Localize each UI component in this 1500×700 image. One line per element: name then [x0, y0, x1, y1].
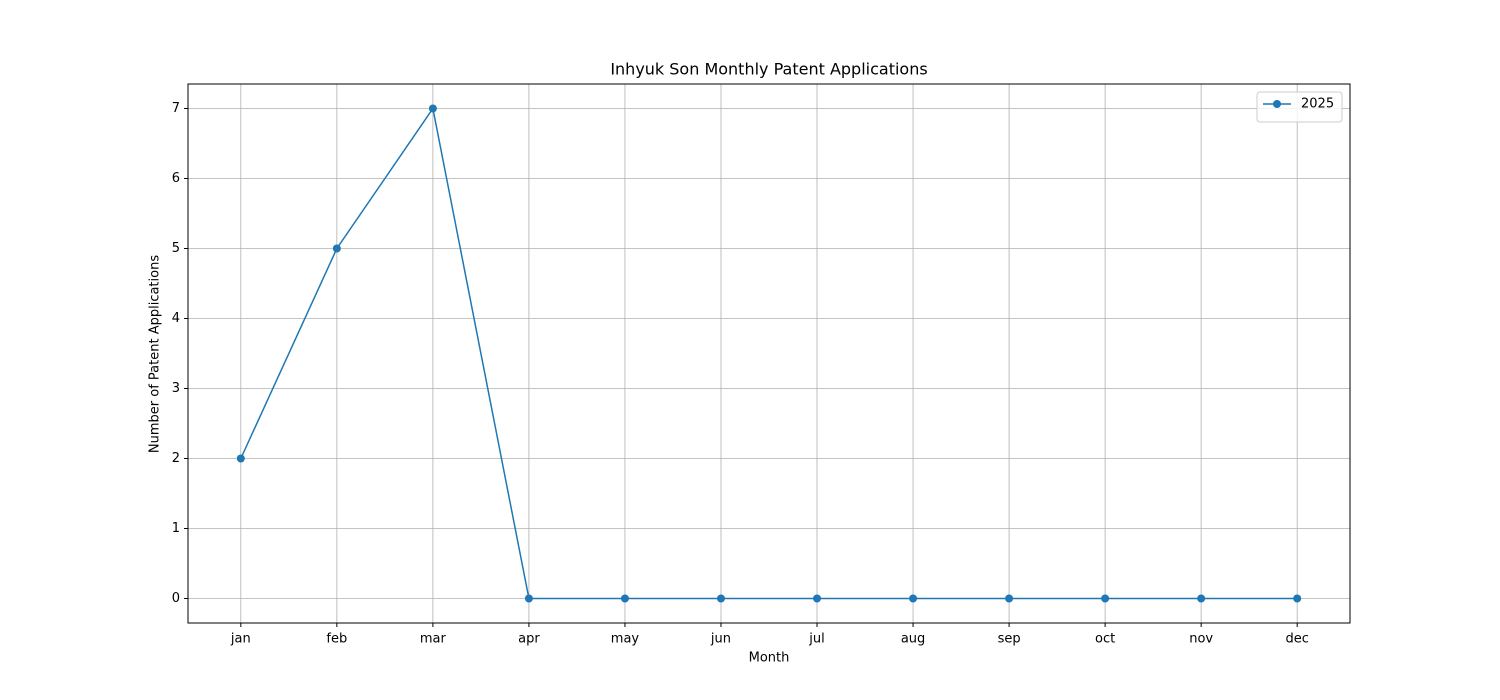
x-tick-label: jun: [710, 632, 731, 647]
x-tick-label: nov: [1189, 632, 1213, 647]
x-tick-label: jan: [230, 632, 251, 647]
x-tick-label: jul: [808, 632, 824, 647]
data-point: [621, 595, 629, 603]
x-tick-label: feb: [326, 632, 347, 647]
y-tick-label: 1: [172, 521, 180, 536]
x-tick-label: dec: [1285, 632, 1308, 647]
x-tick-label: aug: [901, 632, 925, 647]
y-tick-label: 4: [172, 311, 180, 326]
data-point: [717, 595, 725, 603]
y-tick-label: 2: [172, 451, 180, 466]
data-point: [1197, 595, 1205, 603]
data-point: [1101, 595, 1109, 603]
y-tick-label: 7: [172, 101, 180, 116]
data-point: [1005, 595, 1013, 603]
y-tick-label: 0: [172, 591, 180, 606]
chart: Inhyuk Son Monthly Patent Applications M…: [0, 0, 1500, 700]
x-tick-label: mar: [420, 632, 447, 647]
chart-title: Inhyuk Son Monthly Patent Applications: [610, 60, 927, 79]
x-tick-label: oct: [1095, 632, 1115, 647]
y-tick-label: 6: [172, 171, 180, 186]
x-tick-label: apr: [518, 632, 540, 647]
y-tick-label: 3: [172, 381, 180, 396]
data-point: [525, 595, 533, 603]
data-point: [429, 105, 437, 113]
data-point: [1293, 595, 1301, 603]
x-axis-label: Month: [749, 651, 790, 666]
data-point: [909, 595, 917, 603]
x-tick-label: sep: [998, 632, 1021, 647]
y-axis-label: Number of Patent Applications: [148, 255, 163, 453]
legend-marker: [1273, 100, 1281, 108]
legend: 2025: [1257, 92, 1342, 122]
data-point: [333, 245, 341, 253]
y-tick-label: 5: [172, 241, 180, 256]
legend-label: 2025: [1301, 97, 1334, 112]
data-point: [237, 455, 245, 463]
x-tick-label: may: [611, 632, 640, 647]
data-point: [813, 595, 821, 603]
